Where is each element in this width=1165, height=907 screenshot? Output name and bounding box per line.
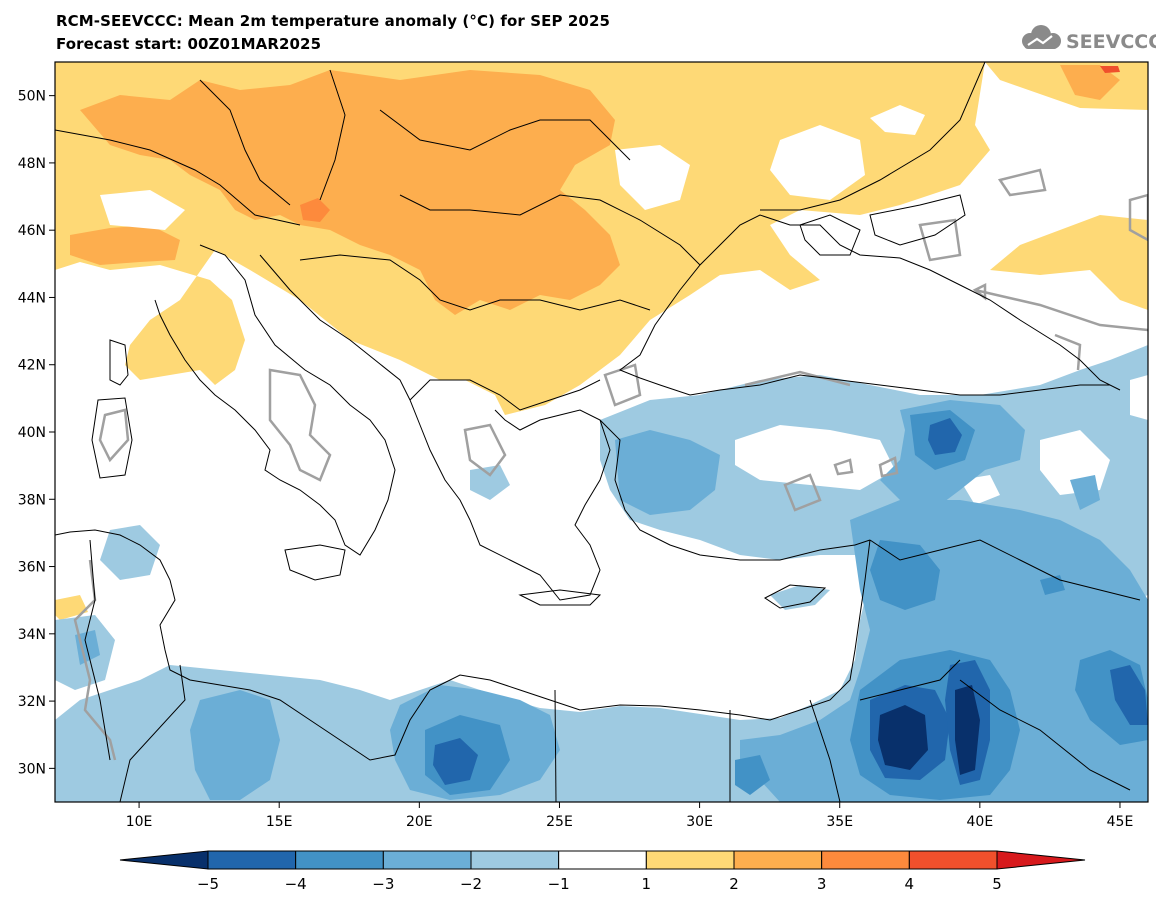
colorbar-swatch — [295, 850, 384, 870]
cool-region-m1-m2-rh — [470, 465, 510, 500]
colorbar-label: −5 — [197, 875, 219, 893]
colorbar-label: 3 — [817, 875, 827, 893]
cool-region-m1-m2-cy — [770, 585, 830, 610]
colorbar-label: −3 — [372, 875, 394, 893]
colorbar-swatch — [558, 850, 647, 870]
warm-region-2-3-c — [1060, 65, 1120, 100]
lat-tick-label: 34N — [18, 627, 46, 643]
colorbar-high-extension — [996, 850, 1086, 870]
lon-tick-label: 10E — [126, 814, 153, 830]
neutral-patch — [615, 145, 690, 210]
anomaly-field — [55, 62, 1148, 802]
neutral-patch — [735, 425, 895, 490]
lon-tick-label: 15E — [266, 814, 293, 830]
lat-tick-label: 32N — [18, 694, 46, 710]
colorbar-label: 2 — [729, 875, 739, 893]
lat-tick-label: 44N — [18, 290, 46, 306]
forecast-start: Forecast start: 00Z01MAR2025 — [56, 35, 322, 53]
cool-region-m3-m4 — [870, 540, 940, 610]
cool-region-m4-m5-e — [1110, 665, 1148, 725]
colorbar-swatch — [908, 850, 998, 870]
lat-tick-label: 46N — [18, 223, 46, 239]
lat-tick-label: 50N — [18, 89, 46, 105]
warm-region-3-4 — [300, 198, 330, 222]
lon-tick-label: 35E — [826, 814, 853, 830]
cool-region-m2-m3-c — [740, 500, 1148, 802]
cool-region-m4-m5-c — [928, 418, 962, 455]
warm-region-2-3 — [80, 70, 620, 315]
colorbar: −5 −4 −3 −2 −1 1 2 3 4 5 — [119, 850, 1086, 893]
lat-tick-label: 36N — [18, 560, 46, 576]
cool-region-m2-m3 — [615, 430, 720, 515]
lat-tick-label: 30N — [18, 761, 46, 777]
colorbar-label: −4 — [285, 875, 307, 893]
colorbar-swatch — [821, 850, 910, 870]
lon-tick-label: 45E — [1107, 814, 1134, 830]
neutral-patch — [960, 475, 1000, 505]
lon-tick-label: 40E — [967, 814, 994, 830]
warm-region-1-2-east — [990, 215, 1148, 310]
colorbar-swatch — [470, 850, 560, 870]
colorbar-label: −2 — [460, 875, 482, 893]
colorbar-label: −1 — [548, 875, 570, 893]
neutral-patch — [770, 125, 865, 200]
warm-region-4-5 — [1100, 66, 1120, 73]
cool-region-below-m5-b — [955, 685, 980, 775]
lat-tick-label: 42N — [18, 358, 46, 374]
cool-region-m2-m3-e — [190, 690, 280, 800]
colorbar-low-extension — [119, 850, 209, 870]
cool-region-below-m5 — [878, 705, 928, 770]
lat-tick-label: 38N — [18, 492, 46, 508]
warm-region-2-3-b — [70, 225, 180, 265]
colorbar-label: 4 — [905, 875, 915, 893]
lon-tick-label: 25E — [546, 814, 573, 830]
lon-tick-label: 30E — [686, 814, 713, 830]
cool-region-m4-m5-d — [433, 738, 478, 785]
colorbar-label: 1 — [642, 875, 652, 893]
seevccc-logo: SEEVCCC — [1022, 25, 1156, 53]
coastlines-borders — [55, 62, 1141, 802]
colorbar-swatch — [382, 850, 472, 870]
lon-tick-label: 20E — [406, 814, 433, 830]
cool-region-m3-m4-f — [735, 755, 770, 795]
axis-ticks: 10E 15E 20E 25E 30E 35E 40E 45E 30N 32N 34N 36N 38N 4… — [18, 89, 1134, 830]
neutral-patch — [1130, 375, 1148, 420]
lat-tick-label: 48N — [18, 156, 46, 172]
colorbar-label: 5 — [992, 875, 1002, 893]
neutral-patch — [870, 105, 925, 135]
colorbar-swatch — [733, 850, 823, 870]
colorbar-swatch — [207, 850, 297, 870]
map-title: RCM-SEEVCCC: Mean 2m temperature anomaly… — [56, 12, 611, 30]
logo-text: SEEVCCC — [1066, 31, 1156, 53]
cool-region-m1-m2-w — [100, 525, 160, 580]
cool-region-m3-m4-g — [1040, 575, 1065, 595]
lat-tick-label: 40N — [18, 425, 46, 441]
cool-region-m2-m3-g — [75, 630, 100, 665]
cool-region-m2-m3-f — [1070, 475, 1100, 510]
neutral-patch — [100, 190, 185, 230]
colorbar-swatch — [645, 850, 735, 870]
